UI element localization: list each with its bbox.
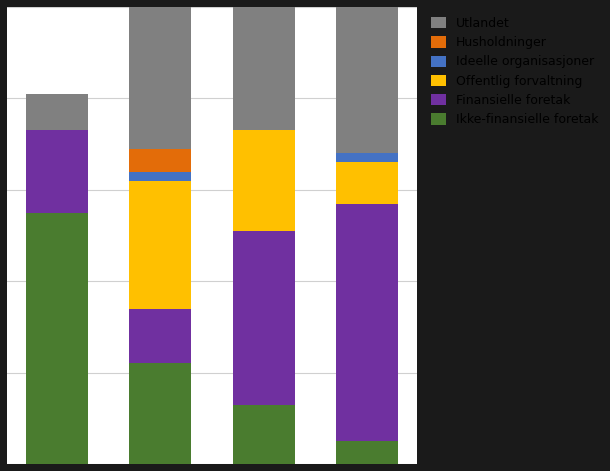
Bar bbox=[26, 130, 88, 212]
Bar bbox=[233, 7, 295, 130]
Bar bbox=[233, 405, 295, 464]
Bar bbox=[129, 181, 192, 309]
Legend: Utlandet, Husholdninger, Ideelle organisasjoner, Offentlig forvaltning, Finansie: Utlandet, Husholdninger, Ideelle organis… bbox=[428, 13, 603, 130]
Bar bbox=[336, 203, 398, 441]
Bar bbox=[26, 94, 88, 130]
Bar bbox=[129, 309, 192, 364]
Bar bbox=[336, 7, 398, 153]
Bar bbox=[129, 171, 192, 181]
Bar bbox=[129, 149, 192, 171]
Bar bbox=[129, 364, 192, 464]
Bar bbox=[26, 212, 88, 464]
Bar bbox=[336, 153, 398, 162]
Bar bbox=[336, 441, 398, 464]
Bar bbox=[233, 231, 295, 405]
Bar bbox=[336, 162, 398, 203]
Bar bbox=[129, 7, 192, 149]
Bar bbox=[233, 130, 295, 231]
